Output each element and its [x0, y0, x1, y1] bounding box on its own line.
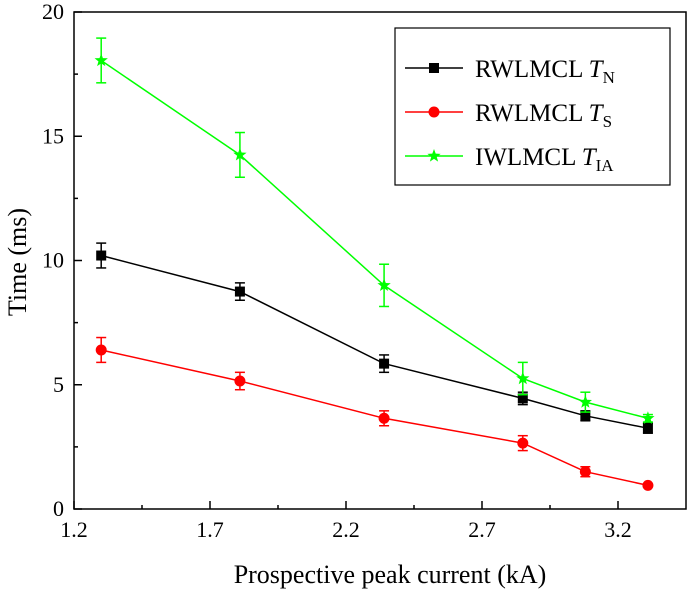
x-tick-label: 1.2	[60, 517, 88, 542]
data-point	[517, 393, 528, 404]
data-point	[516, 371, 530, 385]
plot-area	[94, 37, 655, 491]
data-point	[96, 250, 107, 261]
legend-label: RWLMCL TS	[475, 100, 612, 131]
x-tick-label: 2.2	[332, 517, 360, 542]
data-point	[578, 395, 593, 408]
data-point	[579, 466, 591, 478]
y-tick-label: 0	[53, 496, 64, 521]
legend-label: RWLMCL TN	[475, 56, 615, 87]
data-point	[234, 286, 245, 297]
series-3	[94, 37, 655, 424]
legend-marker	[429, 63, 439, 73]
series-line	[100, 59, 649, 420]
y-tick-label: 10	[42, 248, 64, 273]
data-point	[517, 437, 529, 449]
series-2	[95, 336, 654, 491]
legend-box	[394, 27, 671, 186]
legend-label: IWLMCL TIA	[475, 144, 614, 175]
series-line	[101, 349, 649, 487]
data-point	[379, 358, 390, 369]
legend-marker	[428, 106, 440, 118]
axes: 1.2 1.7 2.2 2.7 3.2 0 5 10 15 20	[42, 0, 687, 542]
x-tick-label: 2.7	[468, 517, 496, 542]
series-1	[96, 242, 653, 434]
x-tick-label: 1.7	[196, 517, 224, 542]
data-point	[378, 412, 390, 424]
data-point	[94, 53, 108, 67]
data-point	[234, 375, 246, 387]
y-tick-label: 20	[42, 0, 64, 24]
legend-item: IWLMCL TIA	[405, 144, 614, 175]
x-tick-label: 3.2	[604, 517, 632, 542]
y-tick-label: 15	[42, 123, 64, 148]
data-point	[233, 147, 247, 161]
legend-item: RWLMCL TN	[405, 56, 615, 87]
data-point	[95, 344, 107, 356]
y-axis-label: Time (ms)	[3, 208, 32, 316]
legend-marker	[427, 149, 441, 162]
series-line	[101, 254, 649, 429]
legend-item: RWLMCL TS	[405, 100, 612, 131]
data-point	[642, 423, 653, 434]
data-point	[641, 411, 655, 424]
data-point	[642, 479, 654, 491]
legend: RWLMCL TN RWLMCL TS IWLMCL TIA	[394, 27, 671, 186]
data-point	[377, 278, 391, 292]
data-point	[580, 410, 591, 421]
y-tick-label: 5	[53, 372, 64, 397]
x-axis-label: Prospective peak current (kA)	[234, 560, 547, 589]
